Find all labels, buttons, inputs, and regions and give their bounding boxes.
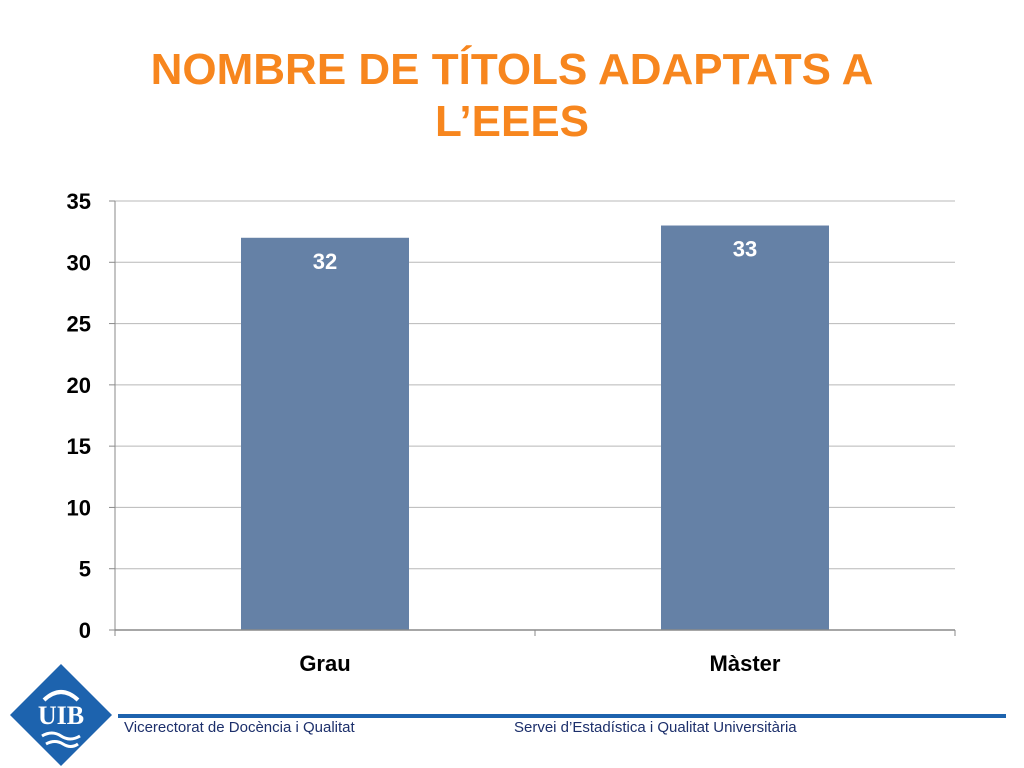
y-tick-label: 25 xyxy=(67,312,91,337)
labels: 0 5 10 15 20 25 30 35 32 Grau 33 Màster xyxy=(67,189,781,676)
data-label: 33 xyxy=(733,237,757,262)
footer-service: Servei d’Estadística i Qualitat Universi… xyxy=(514,719,797,736)
footer-divider xyxy=(118,714,1006,718)
y-tick-label: 35 xyxy=(67,189,91,214)
y-tick-label: 5 xyxy=(79,557,91,582)
title-line-2: L’EEES xyxy=(434,97,590,146)
footer-department: Vicerectorat de Docència i Qualitat xyxy=(124,719,355,736)
x-category-label: Grau xyxy=(299,651,350,676)
x-category-label: Màster xyxy=(710,651,781,676)
page-title: NOMBRE DE TÍTOLS ADAPTATS A L’EEES xyxy=(60,44,964,148)
bar-1 xyxy=(661,225,829,630)
bar-chart: 0 5 10 15 20 25 30 35 32 Grau 33 Màster xyxy=(67,189,956,676)
bars xyxy=(241,225,829,630)
title-line-1: NOMBRE DE TÍTOLS ADAPTATS A xyxy=(150,45,874,94)
y-tick-label: 15 xyxy=(67,434,91,459)
uib-logo: UIB xyxy=(10,664,112,766)
axes xyxy=(109,200,956,636)
y-tick-label: 0 xyxy=(79,618,91,643)
y-tick-label: 30 xyxy=(67,250,91,275)
bar-0 xyxy=(241,237,409,630)
data-label: 32 xyxy=(313,249,337,274)
y-tick-label: 20 xyxy=(67,373,91,398)
logo-lettering: UIB xyxy=(38,701,84,730)
y-tick-label: 10 xyxy=(67,495,91,520)
